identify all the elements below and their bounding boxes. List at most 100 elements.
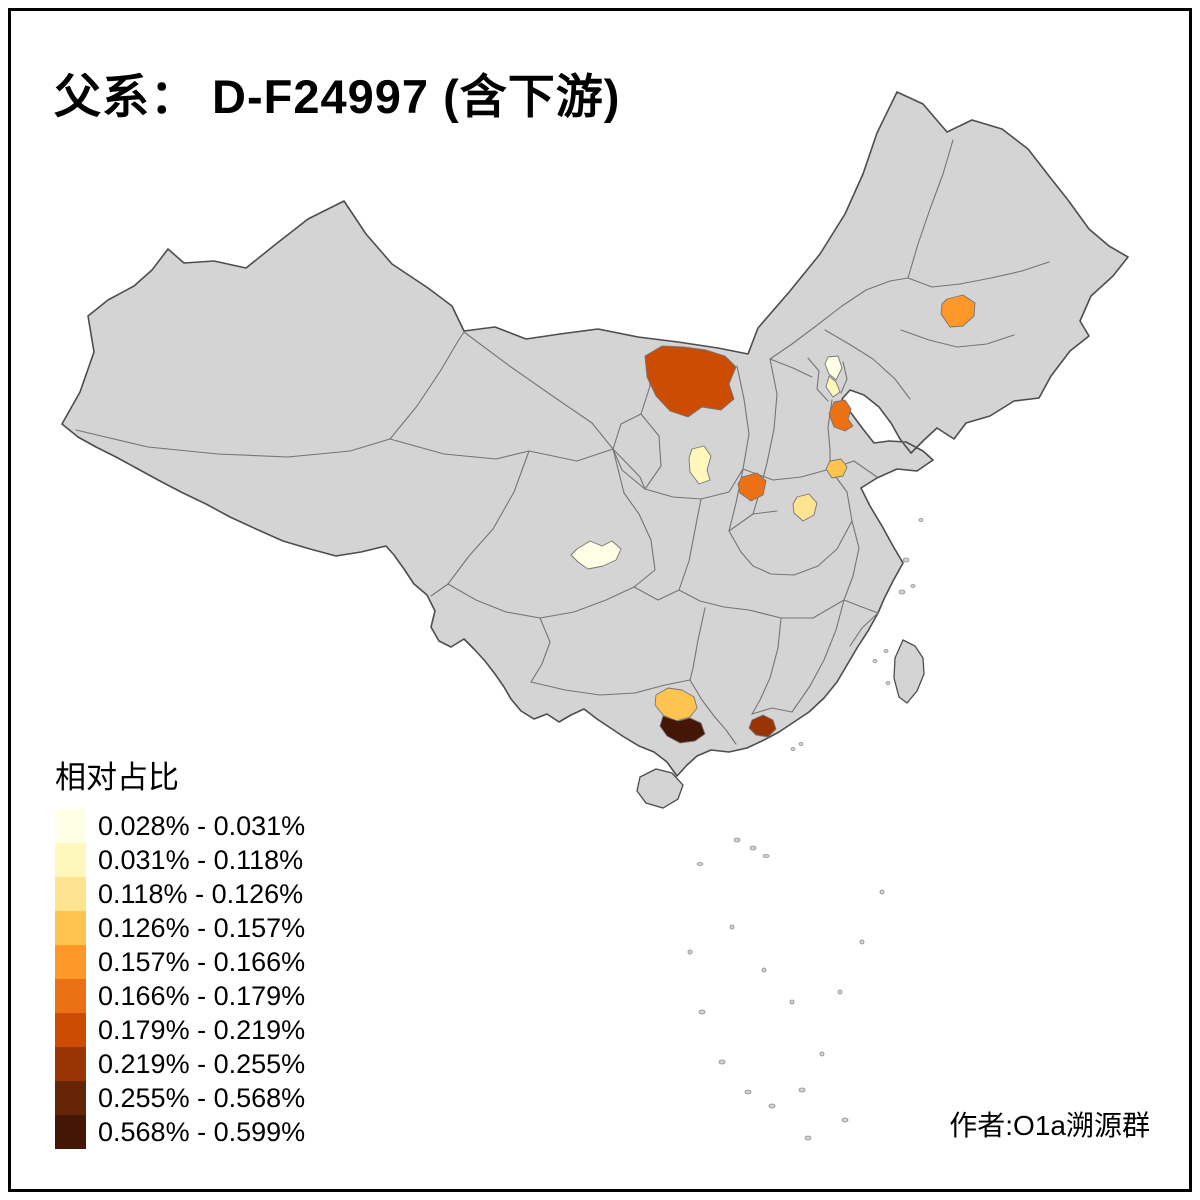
island-mark [762,854,770,858]
highlight-region-guangxi-south [659,715,706,744]
island-mark [687,949,693,955]
province-border-line [736,365,750,470]
south-china-sea-islands [687,518,924,1141]
legend-swatch [55,979,86,1013]
province-border-line [530,679,691,696]
island-mark [819,1051,825,1057]
province-border-line [689,607,706,681]
highlight-region-bohai-coast [828,399,854,432]
legend-label: 0.255% - 0.568% [98,1082,306,1113]
legend: 相对占比 0.028% - 0.031% 0.031% - 0.118% 0.118… [55,752,305,1149]
legend-item: 0.118% - 0.126% [55,877,305,911]
province-border-line [689,679,737,745]
province-border-line [612,448,656,588]
highlight-region-northeast [940,294,976,328]
island-mark [789,999,795,1005]
attribution: 作者:O1a溯源群 [949,1110,1150,1141]
island-mark [798,742,804,746]
province-border-line [728,510,778,532]
province-border-line [430,450,530,597]
highlight-region-west-shandong [825,458,848,479]
legend-label: 0.028% - 0.031% [98,810,306,841]
province-border-line [907,139,954,279]
province-border-line [75,429,391,458]
province-border-line [900,329,1015,348]
province-borders [75,139,1050,745]
legend-item: 0.219% - 0.255% [55,1047,305,1081]
province-border-line [528,448,614,462]
islands [636,639,925,809]
legend-swatch [55,1047,86,1081]
island-mark [768,1103,776,1109]
province-border-line [389,331,465,440]
province-border-line [840,361,848,394]
legend-item: 0.179% - 0.219% [55,1013,305,1047]
province-border-line [389,438,530,460]
island-mark [696,862,704,866]
island-mark [879,889,885,895]
legend-swatch [55,843,86,877]
island-mark [790,747,796,751]
highlight-region-west-henan [792,493,818,522]
province-border-line [843,599,879,614]
island-mark [761,967,767,973]
province-border-line [751,617,782,715]
island-mark [804,1135,812,1141]
highlight-region-guangdong [748,714,777,738]
province-border-line [633,586,680,601]
island-mark [798,1087,806,1093]
island-mark [698,1009,706,1015]
province-border-line [751,685,811,715]
province-border-line [678,498,702,591]
highlight-region-north-central [644,345,737,418]
island-mark [883,649,889,653]
legend-items: 0.028% - 0.031% 0.031% - 0.118% 0.118% - 0… [55,809,305,1149]
legend-item: 0.157% - 0.166% [55,945,305,979]
highlight-region-south-shanxi [737,472,767,502]
province-border-line [849,612,879,647]
island-mark [744,1089,752,1095]
province-border-line [748,599,845,619]
legend-title: 相对占比 [55,760,179,795]
legend-swatch [55,945,86,979]
island-mark [729,924,735,930]
legend-swatch [55,911,86,945]
legend-label: 0.157% - 0.166% [98,946,306,977]
taiwan-island [893,639,925,704]
province-border-line [612,413,662,490]
island-mark [837,989,843,995]
legend-item: 0.031% - 0.118% [55,843,305,877]
highlight-region-guangxi-north [654,687,698,722]
province-border-line [907,261,1050,288]
legend-swatch [55,809,86,843]
island-mark [902,557,910,563]
island-mark [872,659,878,663]
province-border-line [824,329,911,400]
legend-swatch [55,877,86,911]
province-border-line [728,530,819,576]
legend-label: 0.179% - 0.219% [98,1014,306,1045]
legend-item: 0.568% - 0.599% [55,1115,305,1149]
province-border-line [769,358,813,378]
map-title: 父系： D-F24997 (含下游) [54,70,621,123]
island-mark [859,939,865,945]
island-mark [885,681,891,685]
legend-label: 0.118% - 0.126% [98,878,304,909]
legend-swatch [55,1081,86,1115]
highlight-region-beijing-lower [825,375,841,398]
province-border-line [612,448,646,490]
legend-label: 0.126% - 0.157% [98,912,306,943]
province-border-line [678,589,750,611]
highlight-region-beijing-upper [824,355,843,381]
legend-label: 0.219% - 0.255% [98,1048,306,1079]
island-mark [910,584,916,588]
island-mark [841,1117,849,1123]
highlight-region-sichuan [570,540,622,570]
island-mark [918,518,924,522]
legend-item: 0.166% - 0.179% [55,979,305,1013]
highlight-region-north-shaanxi [688,445,712,485]
legend-item: 0.255% - 0.568% [55,1081,305,1115]
province-border-line [530,617,551,683]
legend-label: 0.568% - 0.599% [98,1116,306,1147]
